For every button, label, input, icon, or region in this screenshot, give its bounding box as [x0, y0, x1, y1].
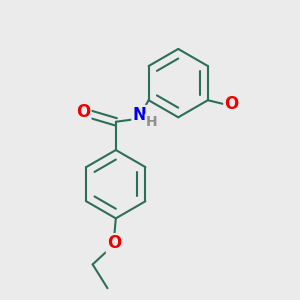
Text: N: N [133, 106, 146, 124]
Text: O: O [107, 234, 121, 252]
Text: H: H [146, 115, 157, 129]
Text: O: O [224, 95, 239, 113]
Text: O: O [76, 103, 90, 121]
